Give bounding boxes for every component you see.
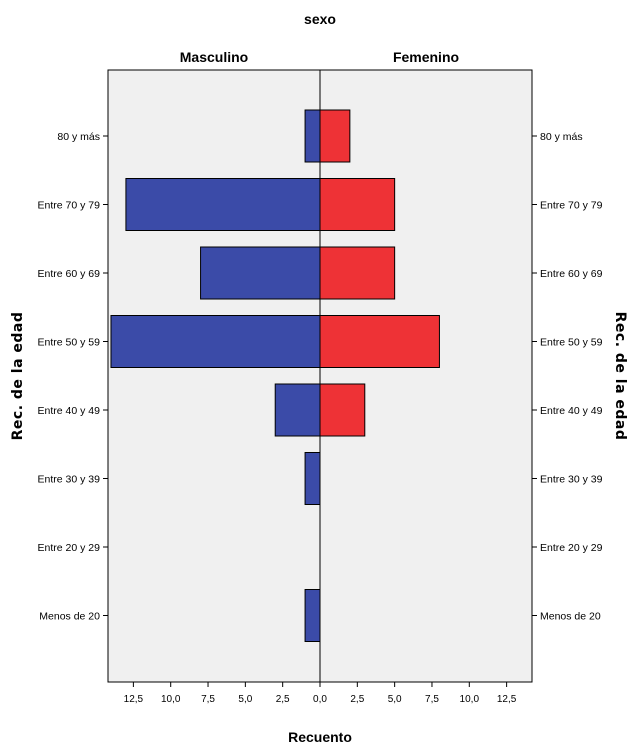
bar-masculino-80-y-mas	[304, 109, 321, 163]
bar-femenino-entre-60-y-69	[319, 246, 396, 300]
y-tick-label-right: Menos de 20	[540, 611, 601, 623]
x-tick-label: 5,0	[388, 694, 402, 705]
y-tick-label-left: 80 y más	[57, 131, 100, 143]
bar-masculino-entre-40-y-49	[274, 383, 321, 437]
x-tick-label: 12,5	[497, 694, 517, 705]
x-tick-label: 7,5	[425, 694, 439, 705]
x-tick-label: 2,5	[276, 694, 290, 705]
y-axis-title-left: Rec. de la edad	[10, 312, 26, 441]
y-tick-label-left: Entre 30 y 39	[38, 474, 101, 486]
x-tick-label: 5,0	[238, 694, 252, 705]
x-tick-label: 10,0	[161, 694, 181, 705]
y-tick-label-left: Entre 70 y 79	[38, 200, 101, 212]
x-tick-label: 0,0	[313, 694, 327, 705]
y-tick-label-left: Entre 50 y 59	[38, 337, 101, 349]
bar-femenino-80-y-mas	[319, 109, 351, 163]
bar-masculino-entre-70-y-79	[125, 178, 321, 231]
y-tick-label-right: Entre 20 y 29	[540, 542, 603, 554]
y-tick-label-left: Entre 60 y 69	[38, 268, 101, 280]
y-tick-label-right: 80 y más	[540, 131, 583, 143]
x-tick-label: 10,0	[460, 694, 480, 705]
y-axis-title-right: Rec. de la edad	[612, 312, 628, 441]
bar-masculino-entre-50-y-59	[110, 315, 321, 368]
y-tick-label-right: Entre 30 y 39	[540, 474, 603, 486]
y-tick-label-left: Menos de 20	[39, 611, 100, 623]
series-header-femenino: Femenino	[393, 49, 459, 65]
x-tick-label: 2,5	[350, 694, 364, 705]
bar-femenino-entre-50-y-59	[319, 315, 440, 368]
x-tick-label: 7,5	[201, 694, 215, 705]
bar-femenino-entre-70-y-79	[319, 178, 396, 231]
chart-title: sexo	[304, 11, 336, 27]
bar-femenino-entre-40-y-49	[319, 383, 366, 437]
bar-masculino-entre-30-y-39	[304, 452, 321, 505]
y-tick-label-right: Entre 50 y 59	[540, 337, 603, 349]
y-tick-label-left: Entre 20 y 29	[38, 542, 101, 554]
x-tick-label: 12,5	[124, 694, 144, 705]
y-tick-label-left: Entre 40 y 49	[38, 405, 101, 417]
bar-masculino-menos-de-20	[304, 589, 321, 642]
y-tick-label-right: Entre 70 y 79	[540, 200, 603, 212]
y-tick-label-right: Entre 60 y 69	[540, 268, 603, 280]
bar-masculino-entre-60-y-69	[200, 246, 321, 300]
y-tick-label-right: Entre 40 y 49	[540, 405, 603, 417]
x-axis-title: Recuento	[288, 729, 352, 745]
series-header-masculino: Masculino	[180, 49, 248, 65]
